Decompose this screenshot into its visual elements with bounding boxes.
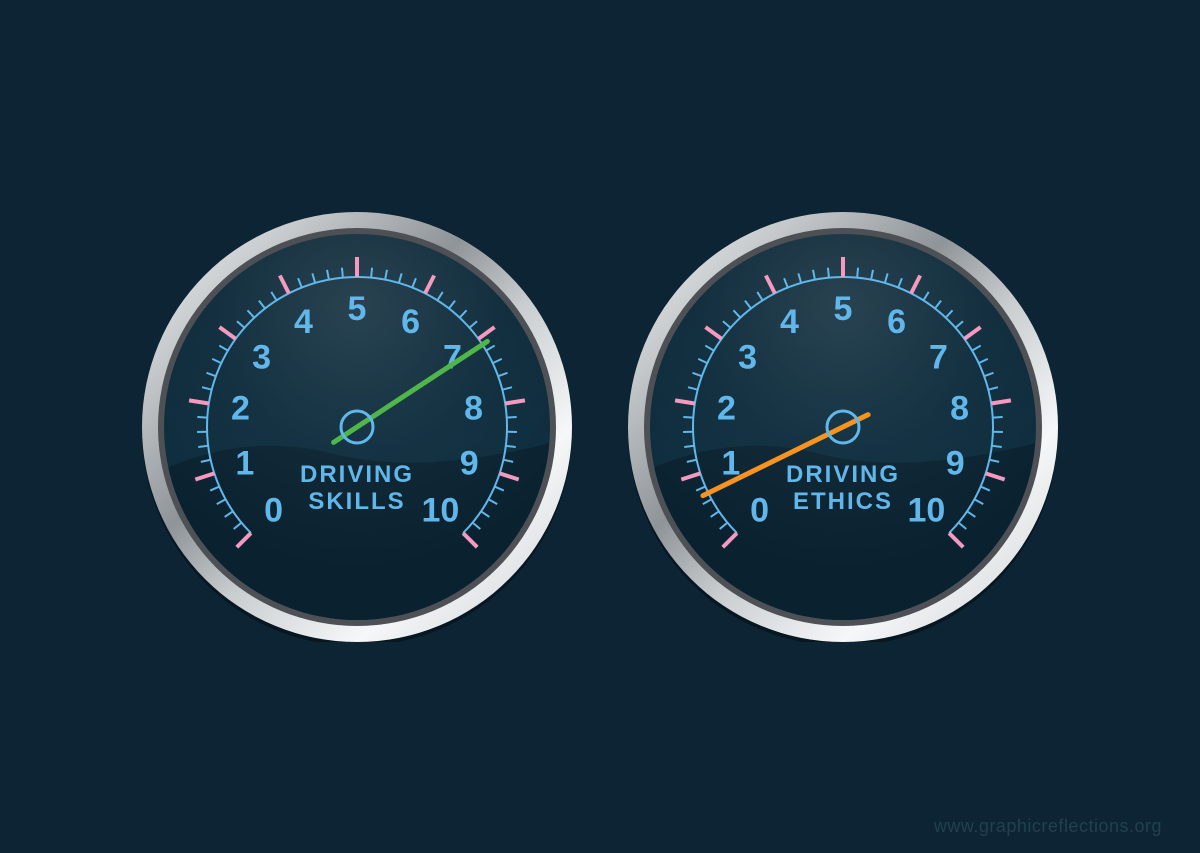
gauge-label-line2: ETHICS — [793, 488, 893, 515]
gauge-tick-number: 7 — [929, 339, 948, 377]
gauge-driving-ethics: 012345678910DRIVINGETHICS — [628, 212, 1058, 642]
gauge-tick-number: 3 — [738, 339, 757, 377]
gauge-tick-number: 3 — [252, 339, 271, 377]
gauge-tick-number: 10 — [908, 491, 946, 529]
gauge-tick-number: 4 — [294, 303, 313, 341]
gauge-tick-number: 6 — [887, 303, 906, 341]
gauge-tick-number: 9 — [946, 444, 965, 482]
gauge-tick-number: 10 — [422, 491, 460, 529]
gauge-tick-number: 8 — [950, 390, 969, 428]
gauge-tick-number: 2 — [231, 390, 250, 428]
gauge-tick-number: 9 — [460, 444, 479, 482]
gauge-tick-number: 0 — [750, 491, 769, 529]
gauge-driving-skills: 012345678910DRIVINGSKILLS — [142, 212, 572, 642]
gauge-tick-number: 8 — [464, 390, 483, 428]
gauge-tick-number: 2 — [717, 390, 736, 428]
gauge-label-line1: DRIVING — [300, 461, 414, 488]
gauge-tick-number: 5 — [834, 290, 853, 328]
gauge-tick-number: 1 — [235, 444, 254, 482]
credit-text: www.graphicreflections.org — [934, 816, 1162, 837]
gauge-tick-number: 0 — [264, 491, 283, 529]
gauge-tick-number: 6 — [401, 303, 420, 341]
gauge-tick-number: 4 — [780, 303, 799, 341]
gauge-label-line2: SKILLS — [308, 488, 405, 515]
infographic-stage: www.graphicreflections.org 012345678910D… — [0, 0, 1200, 853]
gauge-tick-number: 5 — [348, 290, 367, 328]
gauge-label-line1: DRIVING — [786, 461, 900, 488]
